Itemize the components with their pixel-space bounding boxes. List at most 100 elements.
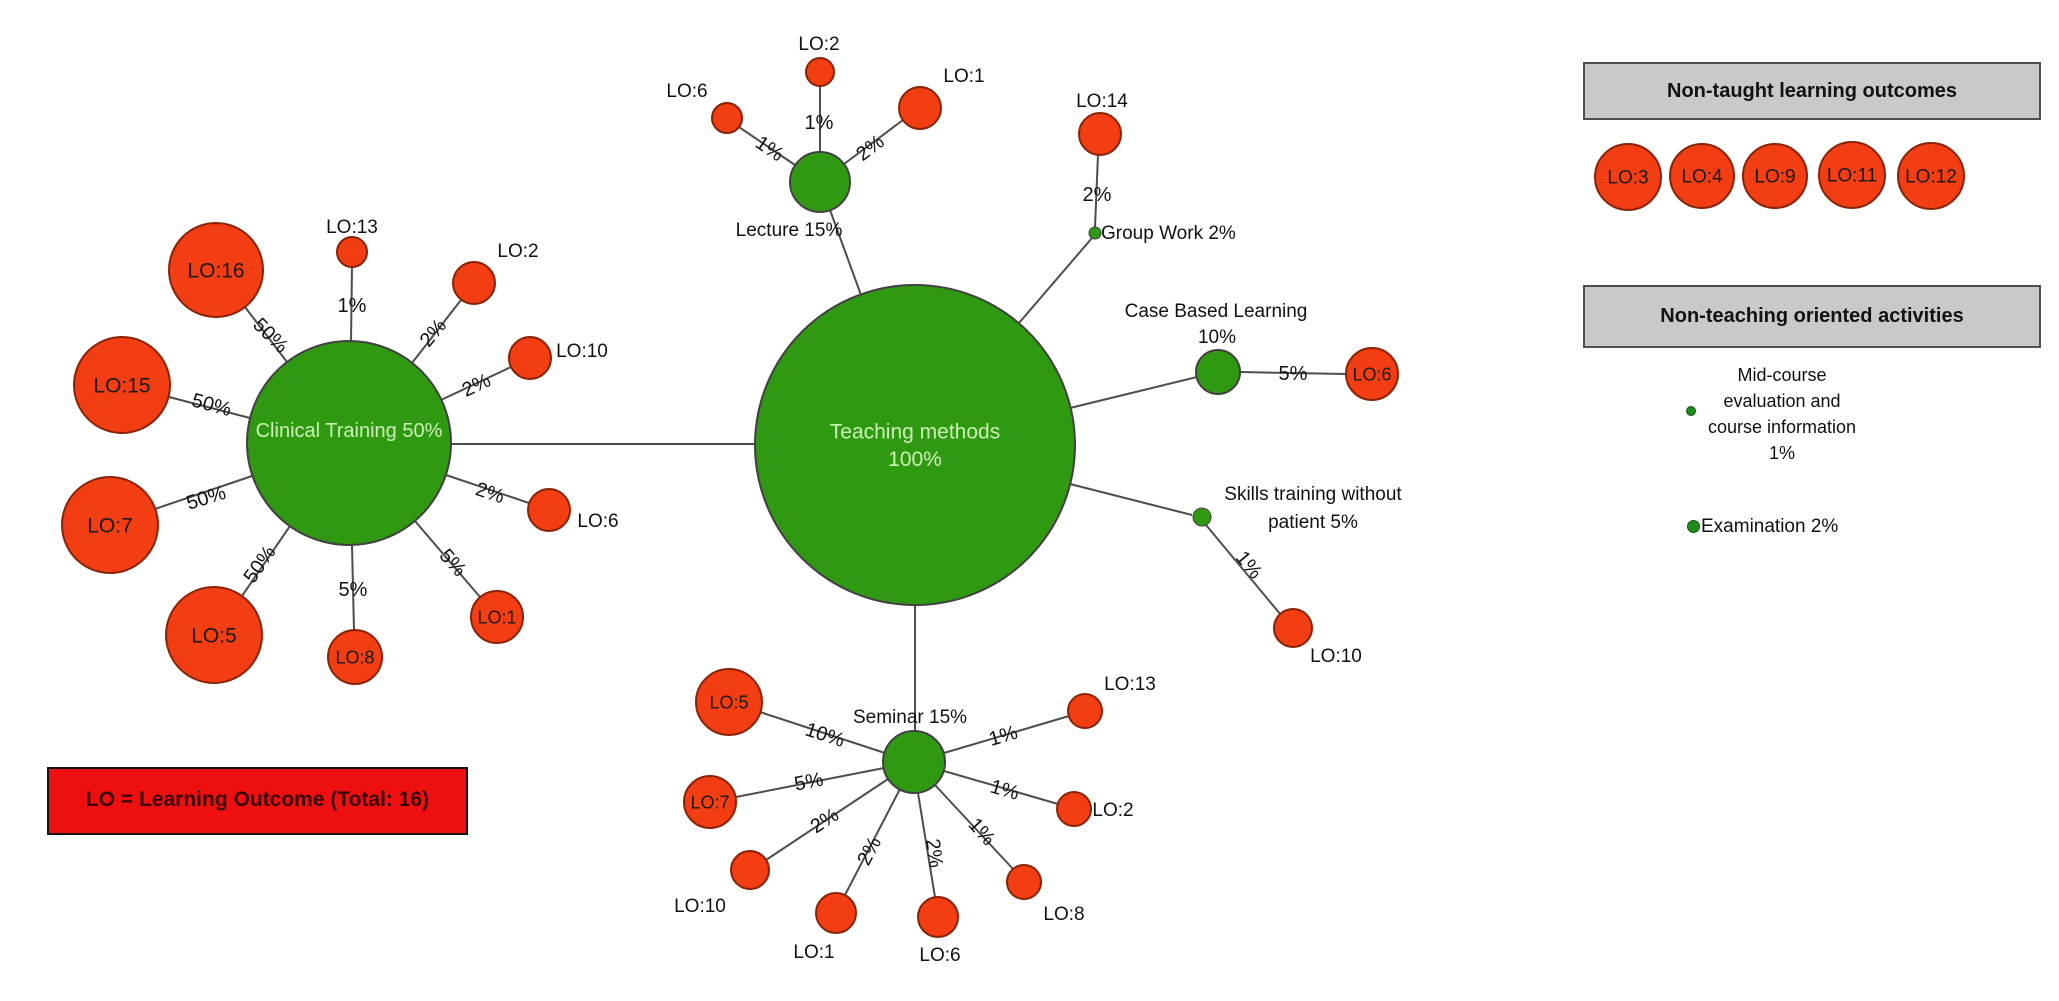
group-work-label: Group Work 2% (1101, 223, 1236, 244)
edge-label-seminar-lo2: 1% (988, 776, 1022, 805)
ext-label-ct-lo6: LO:6 (577, 511, 618, 532)
midcourse-bullet-dot-icon (1686, 406, 1696, 416)
edge-seminar-lo5 (759, 711, 886, 754)
examination-item: Examination 2% (1701, 516, 1839, 537)
node-label-nt-lo11: LO:11 (1827, 166, 1877, 187)
skills-label-line1: Skills training without (1224, 484, 1402, 505)
ext-label-ct-lo10: LO:10 (556, 341, 608, 362)
node-label-teaching-methods: 100% (888, 448, 942, 471)
node-nt-lo9 (1742, 143, 1808, 209)
node-label-sem-lo5: LO:5 (709, 692, 748, 712)
node-teaching-methods (754, 284, 1076, 606)
edge-teaching-group-work (1018, 237, 1093, 324)
legend-box: LO = Learning Outcome (Total: 16) (47, 767, 468, 835)
node-label-clinical-training: Clinical Training 50% (256, 420, 443, 442)
edge-lecture-lo6 (738, 126, 796, 166)
edge-label-seminar-lo5: 10% (802, 719, 847, 752)
edge-clinical-lo7 (154, 475, 253, 510)
node-lecture (789, 151, 851, 213)
node-sem-lo10 (730, 850, 770, 890)
node-label-nt-lo12: LO:12 (1905, 167, 1957, 188)
ext-label-gw-lo14: LO:14 (1076, 91, 1128, 112)
edge-label-clinical-lo15: 50% (189, 389, 234, 421)
edge-label-clinical-lo8: 5% (339, 579, 368, 601)
edge-label-seminar-lo13: 1% (986, 722, 1020, 751)
edge-seminar-lo2 (943, 770, 1059, 805)
node-sem-lo13 (1067, 693, 1103, 729)
edge-clinical-lo8 (351, 544, 355, 631)
node-sem-lo1 (815, 892, 857, 934)
edge-clinical-lo2 (411, 299, 462, 364)
node-group-work-dot (1088, 226, 1102, 240)
edge-seminar-lo7 (735, 767, 885, 798)
edge-skills-lo10 (1205, 524, 1282, 616)
node-ct-lo6 (527, 488, 571, 532)
node-st-lo10 (1273, 608, 1313, 648)
edge-clinical-lo16 (244, 306, 288, 363)
node-ct-lo1 (470, 590, 524, 644)
ext-label-sem-lo13: LO:13 (1104, 674, 1156, 695)
ext-label-lec-lo6: LO:6 (666, 81, 707, 102)
ext-label-sem-lo6: LO:6 (919, 945, 960, 966)
node-ct-lo7 (61, 476, 159, 574)
node-nt-lo12 (1897, 142, 1965, 210)
edge-label-skills-lo10: 1% (1231, 547, 1267, 583)
ext-label-ct-lo2: LO:2 (497, 241, 538, 262)
ext-label-sem-lo8: LO:8 (1043, 904, 1084, 925)
node-clinical-training (246, 340, 452, 546)
edge-clinical-lo13 (350, 266, 353, 342)
edge-label-seminar-lo6: 2% (921, 837, 947, 869)
node-nt-lo11 (1818, 141, 1886, 209)
cbl-label-line2: 10% (1198, 327, 1236, 348)
node-label-nt-lo4: LO:4 (1681, 167, 1723, 188)
edge-clinical-lo15 (168, 396, 251, 419)
node-ct-lo16 (168, 222, 264, 318)
node-label-ct-lo5: LO:5 (191, 624, 237, 647)
edge-seminar-lo1 (844, 788, 901, 896)
edge-clinical-lo1 (414, 520, 481, 598)
node-ct-lo5 (165, 586, 263, 684)
ext-label-sem-lo10: LO:10 (674, 896, 726, 917)
node-skills-training-dot (1192, 507, 1212, 527)
node-ct-lo15 (73, 336, 171, 434)
edge-label-clinical-lo6: 2% (473, 478, 507, 508)
node-label-ct-lo8: LO:8 (335, 647, 374, 667)
node-label-ct-lo15: LO:15 (93, 374, 150, 397)
edge-label-clinical-lo13: 1% (338, 295, 367, 317)
edge-seminar-lo10 (765, 778, 889, 861)
node-sem-lo6 (917, 896, 959, 938)
edge-label-seminar-lo7: 5% (793, 769, 826, 796)
node-seminar (882, 730, 946, 794)
non-teaching-panel-header: Non-teaching oriented activities (1583, 285, 2041, 348)
node-ct-lo10 (508, 336, 552, 380)
edge-clinical-lo5 (241, 525, 291, 597)
ext-label-sem-lo1: LO:1 (793, 942, 834, 963)
node-nt-lo4 (1669, 143, 1735, 209)
node-label-sem-lo7: LO:7 (690, 792, 729, 812)
node-sem-lo7 (683, 775, 737, 829)
node-cbl-lo6 (1345, 347, 1399, 401)
edge-seminar-lo13 (943, 715, 1070, 754)
node-label-teaching-methods: Teaching methods (830, 421, 1000, 444)
edge-group-work-lo14 (1094, 154, 1099, 228)
node-label-cbl-lo6: LO:6 (1352, 364, 1391, 384)
edge-teaching-skills (1069, 483, 1193, 516)
non-taught-panel-header: Non-taught learning outcomes (1583, 62, 2041, 120)
node-nt-lo3 (1594, 143, 1662, 211)
edge-seminar-lo8 (934, 784, 1014, 870)
node-label-ct-lo16: LO:16 (187, 259, 244, 282)
lecture-label: Lecture 15% (736, 220, 843, 241)
node-ct-lo8 (327, 629, 383, 685)
edge-cbl-lo6 (1239, 371, 1347, 375)
node-sem-lo5 (695, 668, 763, 736)
ext-label-ct-lo13: LO:13 (326, 217, 378, 238)
node-label-nt-lo3: LO:3 (1607, 168, 1648, 189)
node-label-nt-lo9: LO:9 (1754, 167, 1795, 188)
node-ct-lo13 (336, 236, 368, 268)
edge-lecture-lo1 (843, 119, 904, 165)
edge-clinical-lo6 (445, 474, 530, 504)
node-lec-lo2 (805, 57, 835, 87)
node-sem-lo8 (1006, 864, 1042, 900)
